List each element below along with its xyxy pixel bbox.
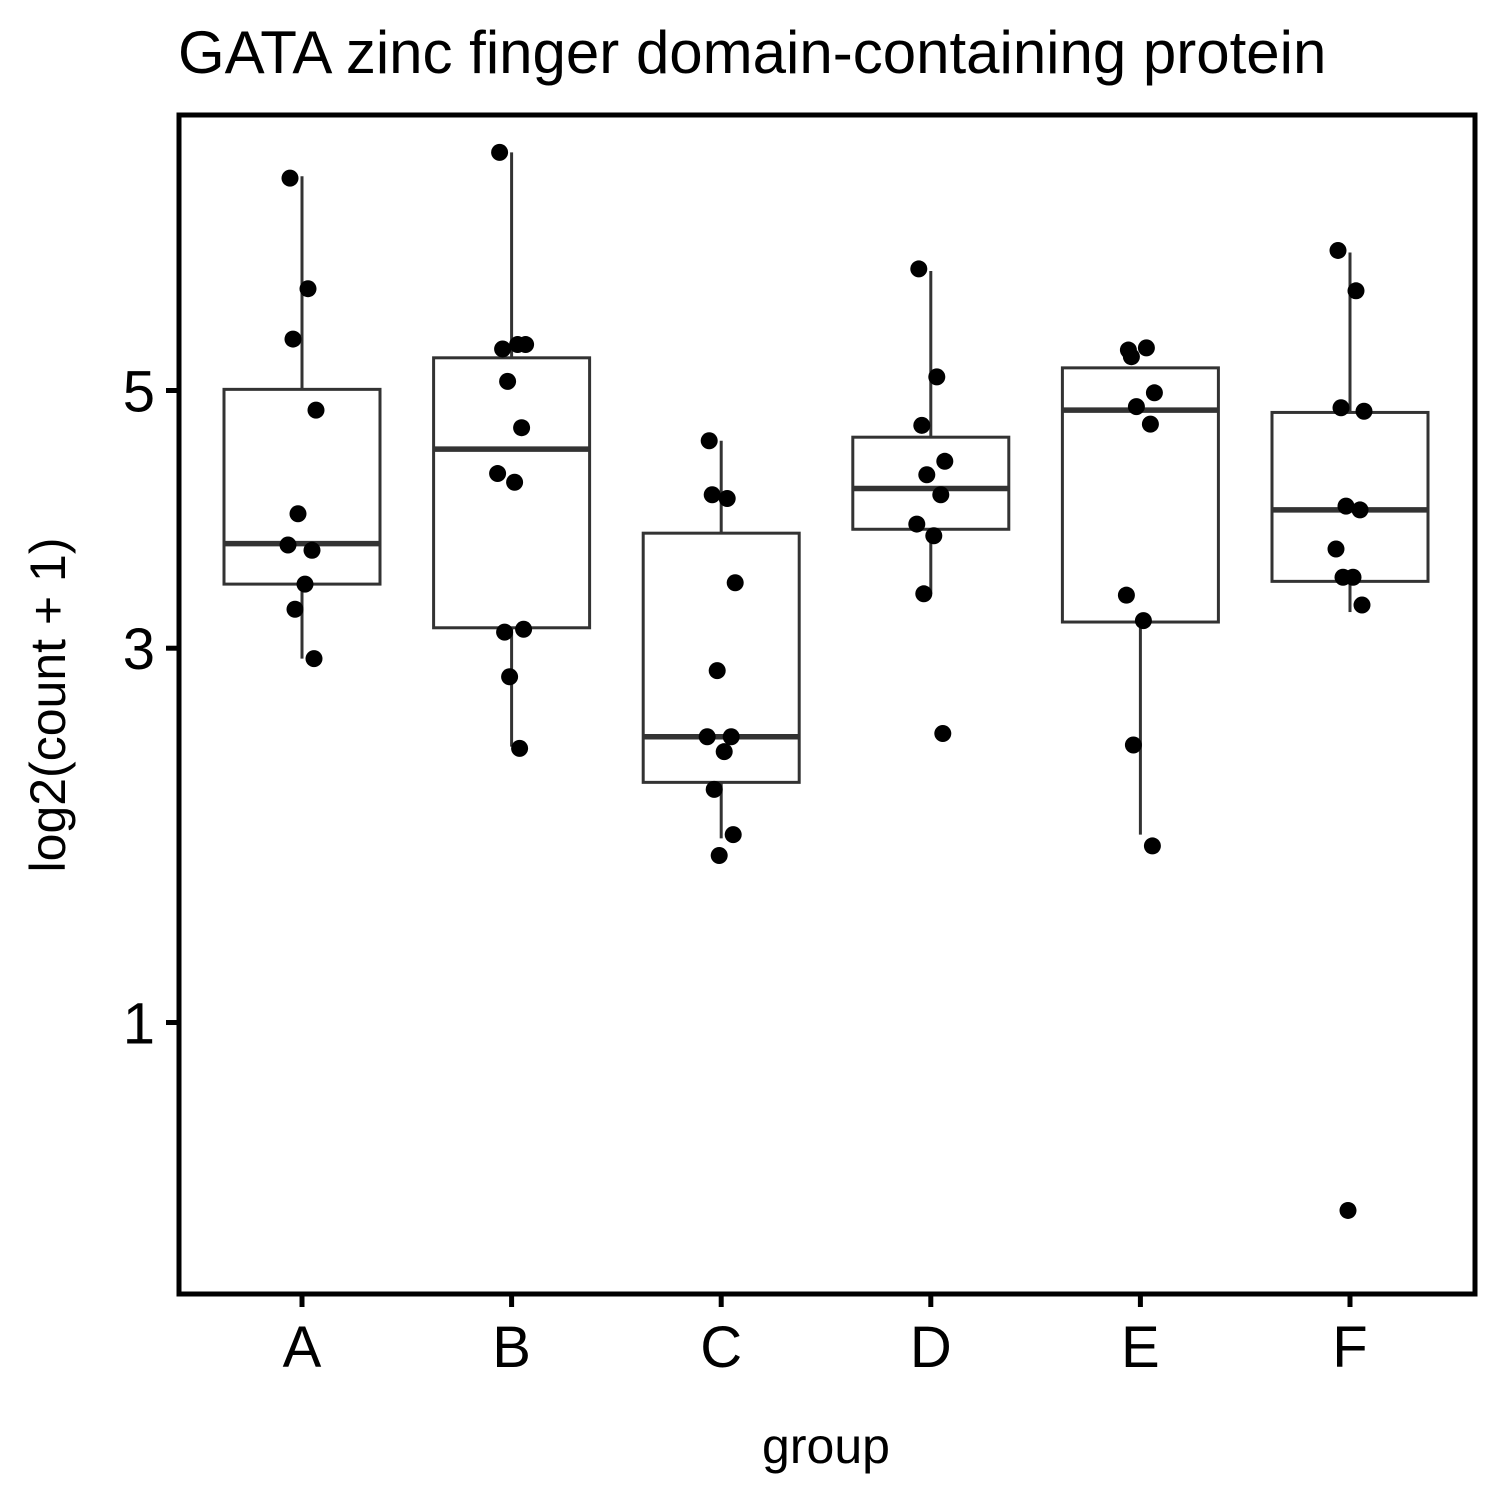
y-tick-label: 3 (123, 617, 155, 682)
box-iqr (851, 435, 1011, 531)
box-iqr (432, 356, 592, 630)
data-point (284, 330, 302, 348)
data-point (1145, 384, 1163, 402)
x-tick-label: C (700, 1315, 742, 1380)
data-point (305, 650, 323, 668)
data-point (698, 728, 716, 746)
data-point (934, 724, 952, 742)
points-B (489, 143, 535, 757)
points-E (1117, 339, 1163, 855)
data-point (1329, 241, 1347, 259)
y-tick-label: 1 (123, 992, 155, 1057)
data-point (1337, 497, 1355, 515)
box-F (1270, 252, 1430, 613)
data-point (718, 490, 736, 508)
data-point (715, 743, 733, 761)
data-point (1137, 339, 1155, 357)
data-point (1122, 348, 1140, 366)
box-iqr (222, 387, 382, 586)
data-point (724, 826, 742, 844)
data-point (928, 368, 946, 386)
points-C (698, 432, 744, 864)
data-point (281, 169, 299, 187)
plot-area (222, 143, 1430, 1219)
data-point (296, 575, 314, 593)
data-point (705, 780, 723, 798)
data-point (703, 486, 721, 504)
data-point (918, 466, 936, 484)
data-point (726, 574, 744, 592)
data-point (910, 260, 928, 278)
data-point (925, 527, 943, 545)
box-B (432, 152, 592, 747)
data-point (1143, 837, 1161, 855)
x-tick-label: D (910, 1315, 952, 1380)
data-point (1351, 501, 1369, 519)
data-point (915, 585, 933, 603)
data-point (1334, 568, 1352, 586)
data-point (710, 846, 728, 864)
data-point (708, 662, 726, 680)
data-point (932, 486, 950, 504)
data-point (286, 600, 304, 618)
data-point (1332, 399, 1350, 417)
data-point (1339, 1201, 1357, 1219)
axes: 1 3 5 A B C D E F (123, 112, 1478, 1380)
data-point (1124, 736, 1142, 754)
data-point (303, 541, 321, 559)
data-point (517, 336, 535, 354)
data-point (913, 416, 931, 434)
points-A (279, 169, 325, 668)
data-point (289, 505, 307, 523)
data-point (279, 536, 297, 554)
data-point (1117, 586, 1135, 604)
data-point (491, 143, 509, 161)
data-point (1127, 398, 1145, 416)
data-point (1327, 540, 1345, 558)
data-point (908, 515, 926, 533)
data-point (494, 340, 512, 358)
data-point (700, 432, 718, 450)
panel-border (176, 112, 1478, 1297)
data-point (496, 623, 514, 641)
data-point (511, 739, 529, 757)
data-point (936, 452, 954, 470)
data-point (722, 728, 740, 746)
data-point (1141, 415, 1159, 433)
box-iqr (1270, 410, 1430, 583)
data-point (499, 372, 517, 390)
data-point (489, 465, 507, 483)
x-tick-label: F (1332, 1315, 1367, 1380)
box-iqr (641, 531, 801, 784)
data-point (299, 280, 317, 298)
data-point (307, 401, 325, 419)
box-A (222, 176, 382, 659)
data-point (515, 620, 533, 638)
points-F (1327, 241, 1373, 1219)
y-tick-label: 5 (123, 360, 155, 425)
data-point (1347, 282, 1365, 300)
data-point (1134, 612, 1152, 630)
data-point (513, 419, 531, 437)
data-point (1355, 402, 1373, 420)
data-point (506, 473, 524, 491)
box-C (641, 440, 801, 839)
data-point (501, 668, 519, 686)
box-D (851, 270, 1011, 594)
x-axis-label: group (762, 1418, 890, 1474)
x-tick-label: E (1121, 1315, 1160, 1380)
chart-title: GATA zinc finger domain-containing prote… (178, 19, 1326, 86)
box-E (1060, 366, 1220, 835)
y-axis-label: log2(count + 1) (20, 538, 76, 873)
points-D (908, 260, 954, 742)
x-tick-label: A (283, 1315, 322, 1380)
data-point (1353, 596, 1371, 614)
x-tick-label: B (492, 1315, 531, 1380)
